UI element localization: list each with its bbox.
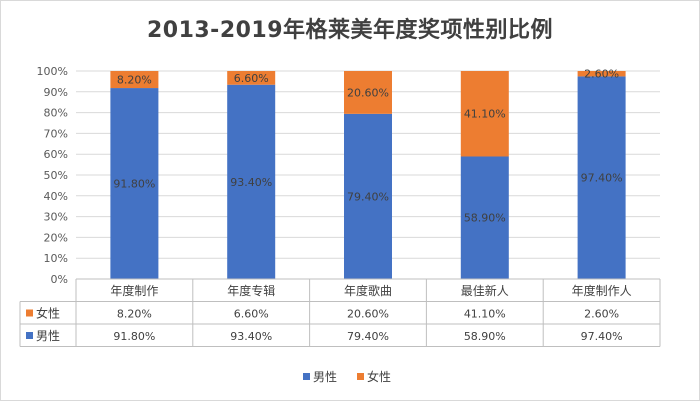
y-axis-tick-labels: 0% 10% 20% 30% 40% 50% 60% 70% 80% 90% 100% [37,65,68,286]
table-cell: 20.60% [347,308,389,321]
bar-male [460,156,509,279]
y-tick-label: 20% [44,231,68,244]
table-cell: 2.60% [584,308,619,321]
category-label: 年度歌曲 [344,283,392,298]
legend-label-female: 女性 [367,369,391,384]
data-label-male: 58.90% [464,212,506,225]
table-cell: 97.40% [581,330,623,343]
y-tick-label: 40% [44,190,68,203]
table-cell: 91.80% [113,330,155,343]
bar-female [460,71,509,157]
data-label-male: 93.40% [230,176,272,189]
category-label: 最佳新人 [461,283,509,298]
y-tick-label: 90% [44,86,68,99]
table-series-name: 女性 [36,306,60,321]
data-label-female: 8.20% [117,74,152,87]
y-tick-label: 0% [51,273,68,286]
data-label-male: 97.40% [581,172,623,185]
y-tick-label: 60% [44,148,68,161]
bar-female [110,71,159,89]
data-label-female: 20.60% [347,86,389,99]
data-label-male: 91.80% [113,178,155,191]
table-cell: 58.90% [464,330,506,343]
category-label: 年度制作 [110,283,158,298]
table-legend-key [26,309,33,317]
category-label: 年度制作人 [572,283,632,298]
y-tick-label: 50% [44,169,68,182]
y-tick-label: 100% [37,65,68,78]
legend-label-male: 男性 [313,370,337,384]
bar-male [227,84,276,279]
data-label-female: 2.60% [584,68,619,81]
bars: 91.80% 8.20% 93.40% 6.60% 79.40% 20.60% 58.90%… [110,68,626,280]
bar-male [344,113,392,280]
data-label-female: 6.60% [234,72,269,85]
table-cell: 79.40% [347,330,389,343]
data-label-female: 41.10% [464,108,506,121]
table-cell: 41.10% [464,308,506,321]
category-label: 年度专辑 [227,283,275,298]
y-tick-label: 30% [44,211,68,224]
table-legend-key [26,332,33,339]
chart-title: 2013-2019年格莱美年度奖项性别比例 [146,18,554,43]
table-cell: 93.40% [230,330,272,343]
legend-key-female [357,373,364,380]
bar-male [110,88,159,279]
y-tick-label: 80% [44,107,68,120]
y-tick-label: 70% [44,127,68,140]
legend: 男性 女性 [303,369,391,384]
bar-female [227,71,276,85]
y-tick-label: 10% [44,252,68,265]
table-series-name: 男性 [36,329,60,343]
table-cell: 8.20% [117,308,152,321]
bar-female [344,71,392,114]
bar-male [577,76,626,280]
legend-key-male [303,373,310,380]
data-label-male: 79.40% [347,190,389,203]
bar-female [577,71,626,77]
table-cell: 6.60% [234,308,269,321]
